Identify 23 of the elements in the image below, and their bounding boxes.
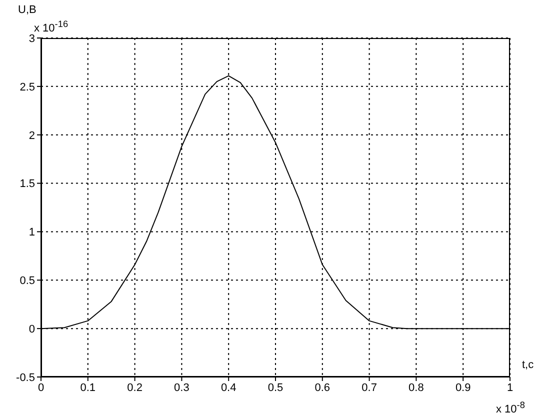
- y-tick-label: 0.5: [20, 275, 35, 288]
- y-tick-label: -0.5: [16, 372, 35, 384]
- x-tick-label: 0.7: [362, 382, 377, 394]
- x-tick-label: 0.5: [268, 382, 284, 394]
- x-tick-label: 0.9: [455, 382, 471, 394]
- text: x 10$^{-16}$: [34, 18, 68, 35]
- x-tick-label: 0.4: [220, 382, 236, 394]
- x-tick-label: 0.2: [127, 382, 142, 394]
- y-tick-label: 1: [28, 226, 35, 239]
- x-tick-label: 0: [38, 382, 44, 394]
- x-axis-title: t,c: [522, 359, 534, 371]
- x-tick-label: 0.8: [408, 382, 424, 394]
- y-tick-label: 2.5: [20, 81, 35, 94]
- x-tick-label: 1: [506, 382, 514, 394]
- x-tick-label: 0.3: [174, 382, 190, 394]
- x-tick-label: 0.1: [80, 382, 96, 394]
- y-axis-title: U,B: [18, 4, 36, 16]
- y-tick-label: 2: [28, 130, 35, 142]
- y-tick-label: 3: [28, 32, 35, 45]
- text: x 10$^{-8}$: [496, 399, 525, 416]
- y-tick-label: 1.5: [20, 178, 35, 190]
- y-tick-label: 0: [28, 323, 35, 336]
- x-tick-label: 0.6: [314, 382, 330, 394]
